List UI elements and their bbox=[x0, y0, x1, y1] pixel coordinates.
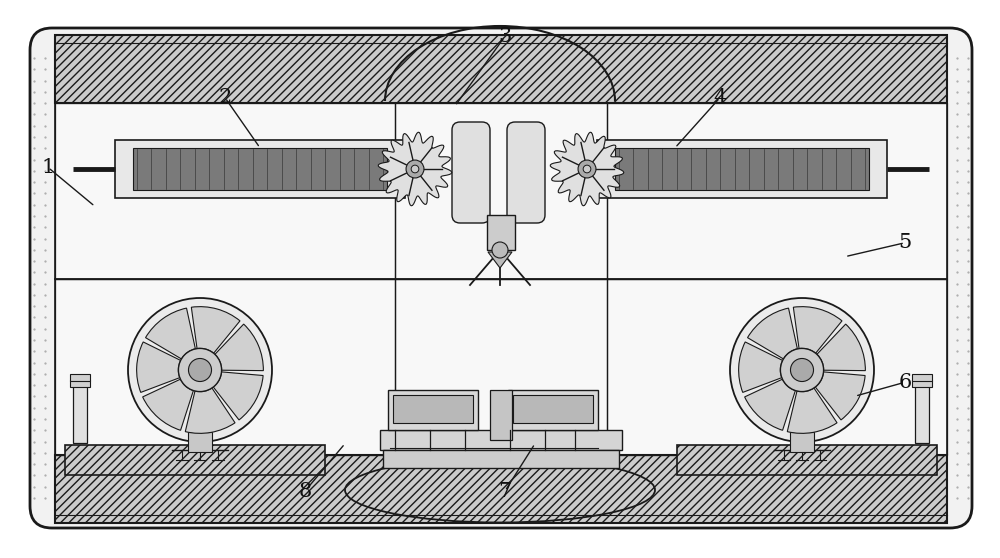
Wedge shape bbox=[213, 372, 263, 420]
Circle shape bbox=[578, 160, 596, 178]
Text: 3: 3 bbox=[498, 27, 512, 46]
Bar bbox=[790, 432, 814, 452]
Circle shape bbox=[188, 358, 212, 382]
Bar bbox=[188, 432, 212, 452]
Wedge shape bbox=[793, 307, 842, 353]
Bar bbox=[487, 215, 515, 250]
Bar bbox=[55, 103, 395, 279]
Bar bbox=[55, 279, 395, 455]
Wedge shape bbox=[185, 388, 235, 434]
Text: 4: 4 bbox=[713, 88, 727, 107]
Text: 8: 8 bbox=[298, 482, 312, 501]
Bar bbox=[70, 374, 90, 381]
FancyBboxPatch shape bbox=[507, 122, 545, 223]
FancyBboxPatch shape bbox=[30, 28, 972, 528]
Bar bbox=[395, 279, 607, 455]
Bar bbox=[490, 390, 512, 440]
Bar bbox=[55, 455, 947, 523]
Bar bbox=[915, 385, 929, 443]
Polygon shape bbox=[488, 252, 512, 268]
Wedge shape bbox=[143, 379, 193, 430]
Bar bbox=[55, 35, 947, 103]
Bar bbox=[597, 140, 887, 198]
Circle shape bbox=[411, 165, 419, 173]
Polygon shape bbox=[378, 132, 452, 206]
Circle shape bbox=[780, 348, 824, 392]
Bar bbox=[912, 374, 932, 381]
Wedge shape bbox=[815, 372, 865, 420]
Bar bbox=[383, 450, 619, 468]
Bar bbox=[70, 380, 90, 387]
Wedge shape bbox=[191, 307, 240, 353]
Bar bbox=[380, 430, 622, 450]
Bar bbox=[508, 390, 598, 430]
Wedge shape bbox=[215, 324, 263, 371]
Text: 5: 5 bbox=[898, 233, 912, 252]
Circle shape bbox=[790, 358, 814, 382]
Text: 6: 6 bbox=[898, 373, 912, 392]
Wedge shape bbox=[817, 324, 865, 371]
Bar bbox=[388, 390, 478, 430]
Circle shape bbox=[178, 348, 222, 392]
Wedge shape bbox=[787, 388, 837, 434]
Bar bbox=[395, 103, 607, 279]
Wedge shape bbox=[137, 342, 181, 392]
Text: 7: 7 bbox=[498, 482, 512, 501]
Bar bbox=[55, 103, 947, 455]
Bar bbox=[73, 385, 87, 443]
Text: 1: 1 bbox=[41, 158, 55, 177]
Bar bbox=[513, 395, 593, 423]
Wedge shape bbox=[739, 342, 783, 392]
Bar bbox=[607, 279, 947, 455]
Text: 2: 2 bbox=[218, 88, 232, 107]
Bar bbox=[115, 140, 405, 198]
Bar bbox=[615, 148, 869, 190]
Polygon shape bbox=[550, 132, 624, 206]
Bar bbox=[912, 380, 932, 387]
Bar bbox=[677, 445, 937, 475]
FancyBboxPatch shape bbox=[452, 122, 490, 223]
Bar bbox=[65, 445, 325, 475]
Circle shape bbox=[583, 165, 591, 173]
Bar bbox=[607, 103, 947, 279]
Wedge shape bbox=[745, 379, 795, 430]
Circle shape bbox=[128, 298, 272, 442]
Wedge shape bbox=[146, 308, 195, 359]
Circle shape bbox=[406, 160, 424, 178]
Circle shape bbox=[730, 298, 874, 442]
Circle shape bbox=[492, 242, 508, 258]
Bar bbox=[393, 395, 473, 423]
Bar bbox=[133, 148, 387, 190]
Wedge shape bbox=[748, 308, 797, 359]
